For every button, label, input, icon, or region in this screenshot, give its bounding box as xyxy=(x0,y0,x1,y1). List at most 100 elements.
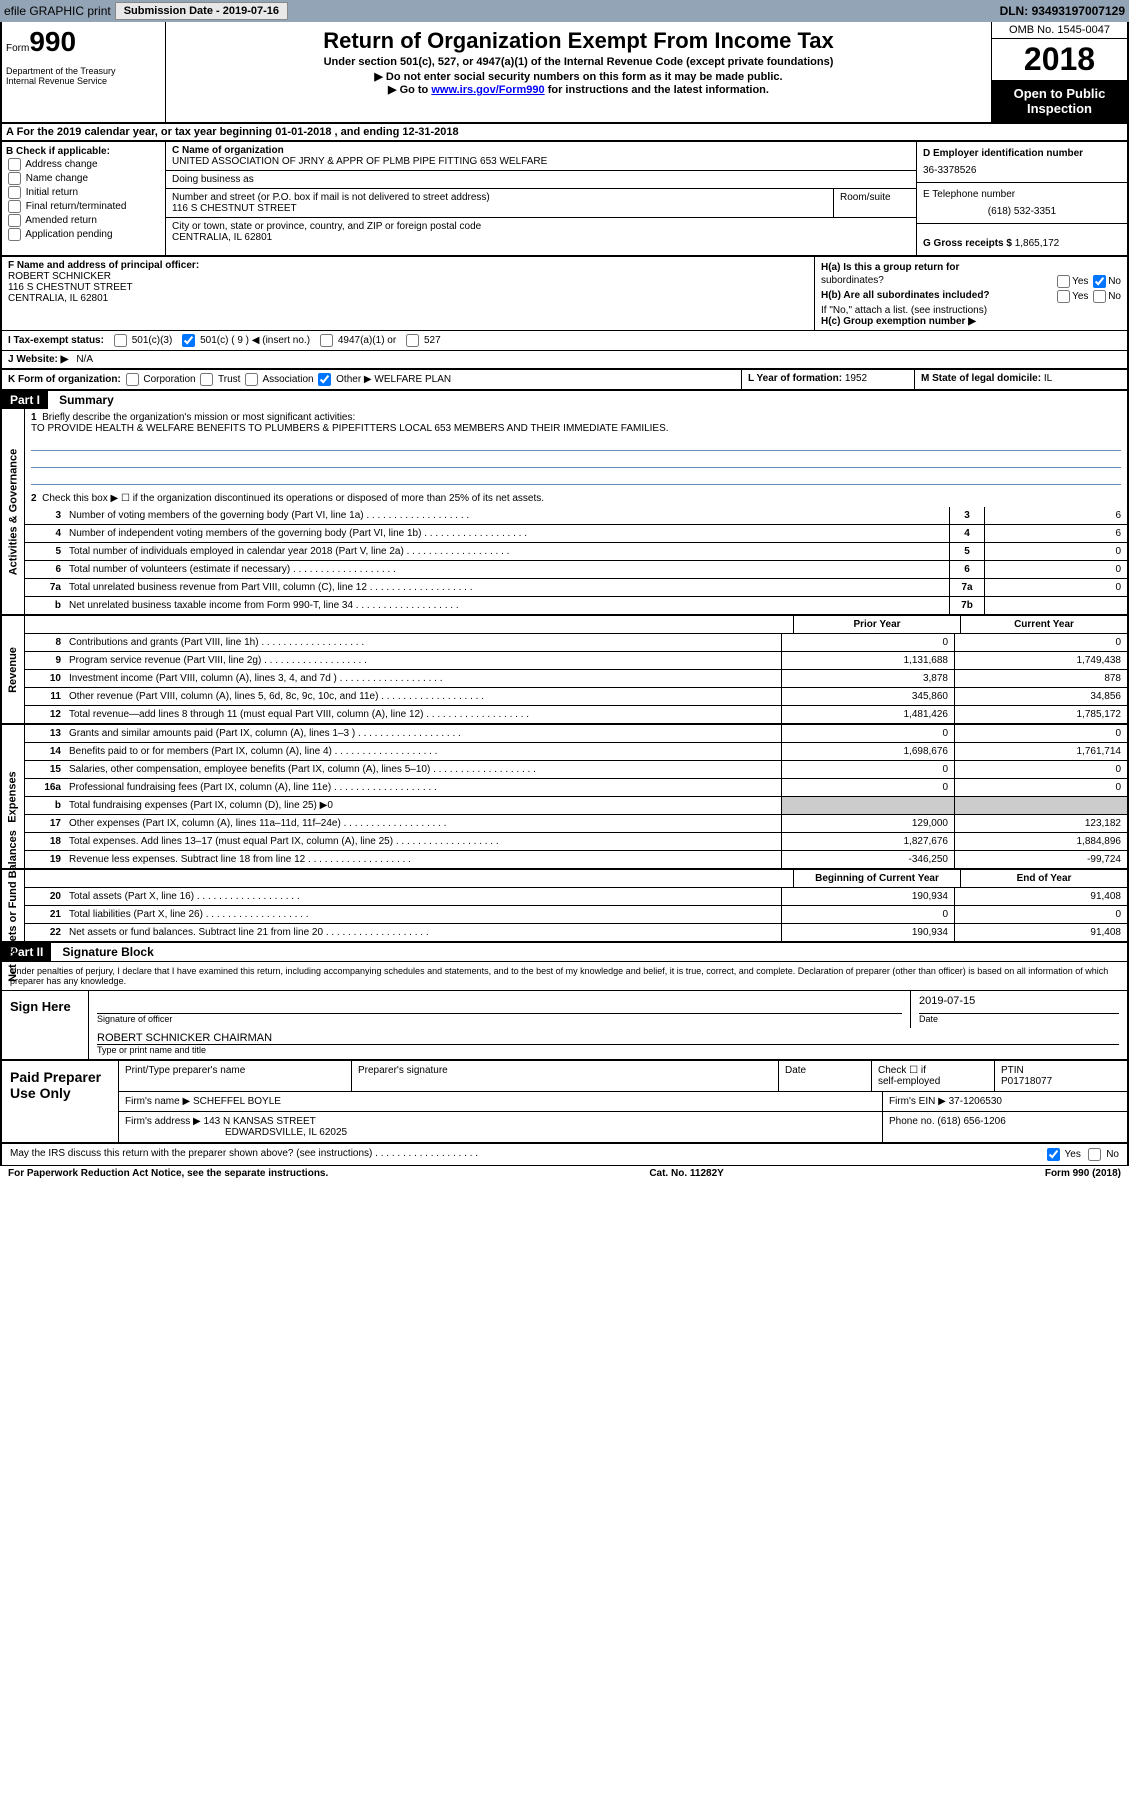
other-type: WELFARE PLAN xyxy=(374,374,451,385)
form-number: 990 xyxy=(29,26,76,57)
cb-4947[interactable]: 4947(a)(1) or xyxy=(318,334,396,347)
ha-no[interactable] xyxy=(1093,275,1106,288)
row-j: J Website: ▶ N/A xyxy=(0,351,1129,370)
hb-no[interactable] xyxy=(1093,290,1106,303)
firm-ein: 37-1206530 xyxy=(949,1096,1002,1107)
addr-cell: Number and street (or P.O. box if mail i… xyxy=(166,189,834,217)
sig-of-officer-label: Signature of officer xyxy=(97,1014,902,1024)
cb-assoc[interactable] xyxy=(245,373,258,386)
sign-here-row: Sign Here Signature of officer 2019-07-1… xyxy=(2,990,1127,1059)
year-formation: 1952 xyxy=(845,373,867,384)
paid-preparer-label: Paid Preparer Use Only xyxy=(2,1061,119,1142)
city-label: City or town, state or province, country… xyxy=(172,221,910,232)
hb-note: If "No," attach a list. (see instruction… xyxy=(821,305,1121,316)
paperwork-notice: For Paperwork Reduction Act Notice, see … xyxy=(8,1168,328,1179)
row-k: K Form of organization: Corporation Trus… xyxy=(2,370,742,389)
firm-phone: (618) 656-1206 xyxy=(937,1116,1005,1127)
dept: Department of the Treasury Internal Reve… xyxy=(6,66,161,86)
rev-section: Revenue Prior Year Current Year 8Contrib… xyxy=(0,616,1129,725)
gov-tab: Activities & Governance xyxy=(2,409,25,614)
topbar: efile GRAPHIC print Submission Date - 20… xyxy=(0,0,1129,22)
ein: 36-3378526 xyxy=(923,165,1121,176)
hc-label: H(c) Group exemption number ▶ xyxy=(821,316,1121,327)
data-line: 19Revenue less expenses. Subtract line 1… xyxy=(25,851,1127,868)
data-line: 8Contributions and grants (Part VIII, li… xyxy=(25,634,1127,652)
row-klm: K Form of organization: Corporation Trus… xyxy=(0,370,1129,391)
cb-corp[interactable] xyxy=(126,373,139,386)
cb-initial-return[interactable]: Initial return xyxy=(6,186,161,199)
cb-name-change[interactable]: Name change xyxy=(6,172,161,185)
row-l: L Year of formation: 1952 xyxy=(742,370,915,389)
prep-date-label: Date xyxy=(779,1061,872,1091)
data-line: bTotal fundraising expenses (Part IX, co… xyxy=(25,797,1127,815)
cb-application-pending[interactable]: Application pending xyxy=(6,228,161,241)
firm-name: SCHEFFEL BOYLE xyxy=(193,1096,281,1107)
data-line: 12Total revenue—add lines 8 through 11 (… xyxy=(25,706,1127,723)
cb-501c3[interactable]: 501(c)(3) xyxy=(112,334,172,347)
prep-sig-label: Preparer's signature xyxy=(352,1061,779,1091)
discuss-no[interactable] xyxy=(1088,1148,1101,1161)
year-box: OMB No. 1545-0047 2018 Open to Public In… xyxy=(991,22,1127,122)
website: N/A xyxy=(76,354,93,365)
row-m: M State of legal domicile: IL xyxy=(915,370,1127,389)
net-section: Net Assets or Fund Balances Beginning of… xyxy=(0,870,1129,943)
part1-badge: Part I xyxy=(2,391,48,409)
penalty-text: Under penalties of perjury, I declare th… xyxy=(2,962,1127,990)
gross-label: G Gross receipts $ xyxy=(923,238,1015,249)
firm-name-label: Firm's name ▶ xyxy=(125,1096,193,1107)
addr-row: Number and street (or P.O. box if mail i… xyxy=(166,189,916,218)
data-line: 21Total liabilities (Part X, line 26) 00 xyxy=(25,906,1127,924)
officer-name: ROBERT SCHNICKER CHAIRMAN xyxy=(97,1032,1119,1045)
org-name: UNITED ASSOCIATION OF JRNY & APPR OF PLM… xyxy=(172,156,910,167)
row-i-label: I Tax-exempt status: xyxy=(8,335,104,346)
subtitle: Under section 501(c), 527, or 4947(a)(1)… xyxy=(170,56,987,68)
part1-header-row: Part I Summary xyxy=(0,391,1129,409)
addr-label: Number and street (or P.O. box if mail i… xyxy=(172,192,827,203)
dba-cell: Doing business as xyxy=(166,171,916,189)
part2-header-row: Part II Signature Block xyxy=(0,943,1129,962)
cb-trust[interactable] xyxy=(200,373,213,386)
tax-year: 2018 xyxy=(992,39,1127,80)
gov-line: 6Total number of volunteers (estimate if… xyxy=(25,561,1127,579)
officer: ROBERT SCHNICKER 116 S CHESTNUT STREET C… xyxy=(8,271,808,304)
cb-other[interactable] xyxy=(318,373,331,386)
subtitle3: ▶ Go to www.irs.gov/Form990 for instruct… xyxy=(170,83,987,96)
cb-527[interactable]: 527 xyxy=(404,334,440,347)
phone-label: E Telephone number xyxy=(923,189,1121,200)
instructions-link[interactable]: www.irs.gov/Form990 xyxy=(431,84,544,96)
data-line: 15Salaries, other compensation, employee… xyxy=(25,761,1127,779)
firm-ein-label: Firm's EIN ▶ xyxy=(889,1096,949,1107)
street-address: 116 S CHESTNUT STREET xyxy=(172,203,827,214)
mission-label: Briefly describe the organization's miss… xyxy=(42,412,355,423)
row-a: A For the 2019 calendar year, or tax yea… xyxy=(0,124,1129,142)
officer-name-label: Type or print name and title xyxy=(97,1045,1119,1055)
gov-line: 5Total number of individuals employed in… xyxy=(25,543,1127,561)
sign-here-label: Sign Here xyxy=(2,991,89,1059)
row-k-label: K Form of organization: xyxy=(8,374,121,385)
city: CENTRALIA, IL 62801 xyxy=(172,232,910,243)
hb-yes[interactable] xyxy=(1057,290,1070,303)
ha-yes[interactable] xyxy=(1057,275,1070,288)
row-j-label: J Website: ▶ xyxy=(8,354,68,365)
room-label: Room/suite xyxy=(834,189,916,217)
col-b-header: B Check if applicable: xyxy=(6,146,161,157)
ha-sub: subordinates? xyxy=(821,275,884,288)
part1-title: Summary xyxy=(59,393,114,407)
gross-cell: G Gross receipts $ 1,865,172 xyxy=(917,224,1127,255)
title-box: Return of Organization Exempt From Incom… xyxy=(166,22,991,122)
cb-final-return[interactable]: Final return/terminated xyxy=(6,200,161,213)
data-line: 13Grants and similar amounts paid (Part … xyxy=(25,725,1127,743)
cb-501c[interactable]: 501(c) ( 9 ) ◀ (insert no.) xyxy=(180,334,310,347)
discuss-row: May the IRS discuss this return with the… xyxy=(0,1144,1129,1166)
mission-text: TO PROVIDE HEALTH & WELFARE BENEFITS TO … xyxy=(31,423,669,434)
submission-date-button[interactable]: Submission Date - 2019-07-16 xyxy=(115,2,288,20)
curr-year-hdr: Current Year xyxy=(960,616,1127,633)
cb-address-change[interactable]: Address change xyxy=(6,158,161,171)
phone: (618) 532-3351 xyxy=(923,206,1121,217)
discuss-yes[interactable] xyxy=(1047,1148,1060,1161)
cb-amended-return[interactable]: Amended return xyxy=(6,214,161,227)
end-year-hdr: End of Year xyxy=(960,870,1127,887)
officer-cell: F Name and address of principal officer:… xyxy=(2,257,814,330)
cat-no: Cat. No. 11282Y xyxy=(649,1168,723,1179)
ein-cell: D Employer identification number 36-3378… xyxy=(917,142,1127,183)
